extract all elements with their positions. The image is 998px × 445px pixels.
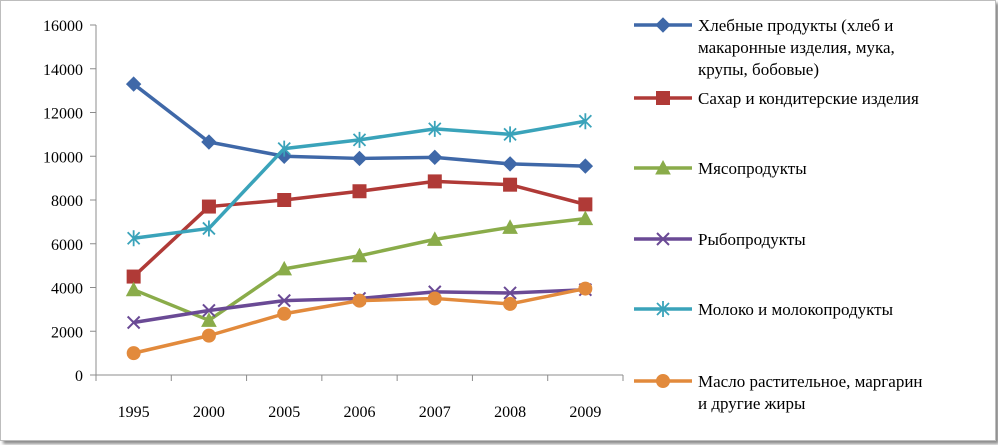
x-tick-label: 1995 <box>118 404 150 421</box>
data-point <box>126 315 141 330</box>
data-point <box>276 260 293 276</box>
legend: Хлебные продукты (хлеб и макаронные издел… <box>634 16 923 413</box>
data-point <box>503 177 518 192</box>
legend-label: Масло растительное, маргарин <box>698 372 923 391</box>
data-point <box>352 184 367 199</box>
legend-marker <box>655 17 671 33</box>
data-point <box>502 156 518 172</box>
data-point <box>503 296 518 311</box>
data-point <box>503 286 517 300</box>
legend-marker <box>656 232 670 246</box>
data-point <box>126 346 141 361</box>
legend-label: крупы, бобовые) <box>698 60 819 79</box>
legend-marker <box>656 301 670 317</box>
x-tick-label: 2009 <box>569 404 601 421</box>
legend-label: Молоко и молокопродукты <box>698 300 894 319</box>
legend-label: Хлебные продукты (хлеб и <box>698 16 893 35</box>
legend-label: Мясопродукты <box>698 159 807 178</box>
data-point <box>277 306 292 321</box>
series-3 <box>125 210 594 327</box>
x-tick-label: 2005 <box>268 404 300 421</box>
data-point <box>202 303 216 318</box>
data-point <box>578 197 593 212</box>
y-tick-label: 14000 <box>43 62 83 79</box>
y-tick-label: 16000 <box>43 18 83 35</box>
series-6 <box>126 281 593 361</box>
legend-item-4: Рыбопродукты <box>634 230 806 249</box>
y-tick-label: 8000 <box>51 193 83 210</box>
plot-area <box>125 76 594 361</box>
data-point <box>201 199 216 214</box>
data-point <box>426 231 443 246</box>
data-point <box>126 269 141 284</box>
data-point <box>577 158 594 174</box>
data-point <box>125 76 142 92</box>
legend-label: Сахар и кондитерские изделия <box>698 89 919 108</box>
legend-item-1: Хлебные продукты (хлеб и макаронные издел… <box>634 16 895 79</box>
data-point <box>427 291 442 306</box>
y-tick-label: 12000 <box>43 106 83 123</box>
legend-marker <box>655 159 671 175</box>
legend-label: макаронные изделия, мука, <box>698 38 895 57</box>
data-point <box>427 174 442 189</box>
data-point <box>201 328 216 343</box>
data-point <box>428 120 442 137</box>
data-point <box>202 220 216 237</box>
data-point <box>277 193 292 207</box>
legend-item-5: Молоко и молокопродукты <box>634 300 894 319</box>
data-point <box>201 312 217 327</box>
data-point <box>352 131 367 148</box>
y-tick-label: 0 <box>75 368 83 385</box>
data-point <box>351 247 368 263</box>
data-point <box>127 230 141 247</box>
data-point <box>352 293 367 308</box>
data-point <box>502 219 518 234</box>
legend-label: и другие жиры <box>698 394 806 413</box>
series-1 <box>125 76 594 174</box>
data-point <box>277 140 291 157</box>
legend-label: Рыбопродукты <box>698 230 806 249</box>
data-point <box>125 281 142 297</box>
x-tick-label: 2007 <box>419 404 451 421</box>
data-point <box>577 210 594 226</box>
axes: 0 2000 4000 6000 8000 10000 12000 14000 16000 199… <box>43 18 624 421</box>
data-point <box>351 150 368 167</box>
legend-marker <box>656 374 670 388</box>
x-tick-label: 2006 <box>344 404 376 421</box>
legend-item-2: Сахар и кондитерские изделия <box>634 89 919 108</box>
y-tick-label: 2000 <box>51 324 83 341</box>
data-point <box>427 149 443 166</box>
x-tick-label: 2008 <box>494 404 526 421</box>
x-tick-label: 2000 <box>193 404 225 421</box>
data-point <box>277 293 291 308</box>
data-point <box>503 126 517 143</box>
series-5 <box>127 113 592 247</box>
y-tick-label: 10000 <box>43 149 83 166</box>
legend-item-3: Мясопродукты <box>634 159 807 178</box>
series-2 <box>126 174 593 284</box>
y-tick-label: 6000 <box>51 237 83 254</box>
data-point <box>578 113 592 130</box>
legend-marker <box>656 91 670 105</box>
legend-item-6: Масло растительное, маргарин и другие жир… <box>634 372 923 413</box>
data-point <box>201 134 217 150</box>
data-point <box>578 281 593 296</box>
y-tick-label: 4000 <box>51 281 83 298</box>
